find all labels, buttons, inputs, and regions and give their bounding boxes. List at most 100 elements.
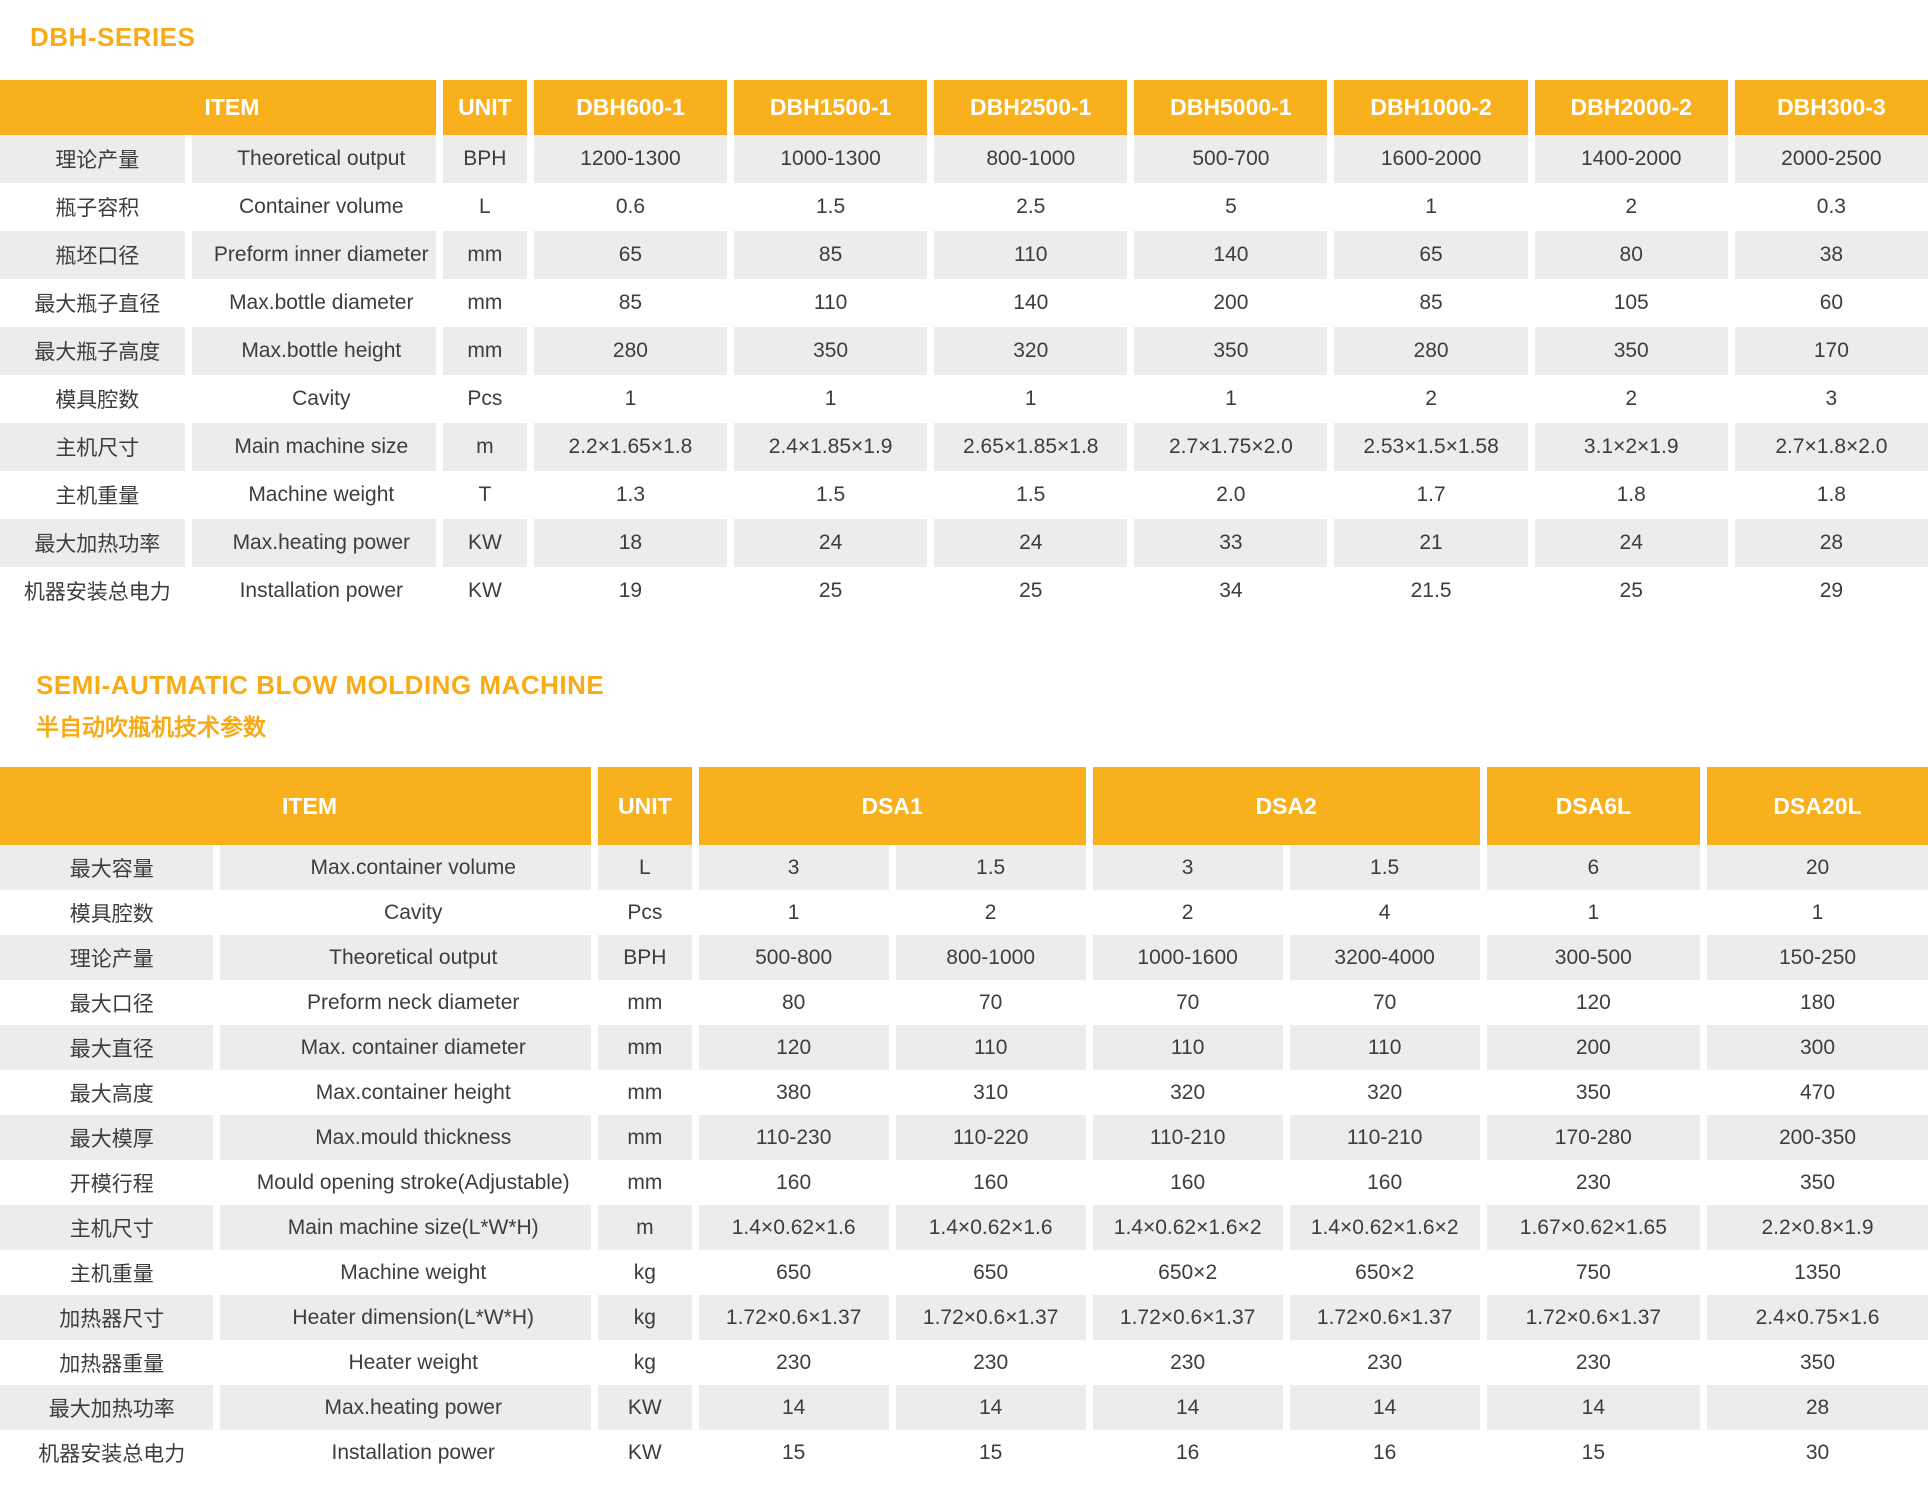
row-unit: kg — [598, 1250, 692, 1295]
row-unit: Pcs — [598, 890, 692, 935]
row-label-en: Max.mould thickness — [220, 1115, 592, 1160]
cell-value: 70 — [895, 980, 1086, 1025]
table-row: 最大高度 Max.container height mm 380 310 320 320 35… — [0, 1070, 1928, 1115]
semi-automatic-section: SEMI-AUTMATIC BLOW MOLDING MACHINE 半自动吹瓶… — [0, 670, 1928, 1475]
row-label-cn: 模具腔数 — [0, 890, 214, 935]
row-label-cn: 瓶坯口径 — [0, 231, 185, 279]
cell-value: 350 — [1134, 327, 1328, 375]
cell-value: 110 — [1092, 1025, 1283, 1070]
dbh-series-section: DBH-SERIES ITEM UNIT DBH600-1 DBH1500-1 DBH2… — [0, 22, 1928, 615]
cell-value: 230 — [1486, 1160, 1701, 1205]
cell-value: 28 — [1734, 519, 1928, 567]
cell-value: 1600-2000 — [1334, 135, 1528, 183]
header-row: ITEM UNIT DBH600-1 DBH1500-1 DBH2500-1 DBH500… — [0, 80, 1928, 135]
row-label-en: Max.bottle height — [191, 327, 436, 375]
row-label-cn: 理论产量 — [0, 935, 214, 980]
column-header-unit: UNIT — [598, 767, 692, 845]
table-row: 主机尺寸 Main machine size(L*W*H) m 1.4×0.62×1.… — [0, 1205, 1928, 1250]
cell-value: 1.4×0.62×1.6 — [698, 1205, 889, 1250]
cell-value: 1.5 — [895, 845, 1086, 890]
cell-value: 140 — [934, 279, 1128, 327]
row-unit: KW — [598, 1430, 692, 1475]
cell-value: 1400-2000 — [1534, 135, 1728, 183]
row-label-cn: 最大加热功率 — [0, 1385, 214, 1430]
row-unit: BPH — [598, 935, 692, 980]
table-row: 理论产量 Theoretical output BPH 1200-1300 1000-1… — [0, 135, 1928, 183]
row-label-cn: 主机尺寸 — [0, 1205, 214, 1250]
row-label-en: Max. container diameter — [220, 1025, 592, 1070]
row-label-cn: 主机重量 — [0, 1250, 214, 1295]
cell-value: 750 — [1486, 1250, 1701, 1295]
cell-value: 1.4×0.62×1.6 — [895, 1205, 1086, 1250]
column-header-model: DSA6L — [1486, 767, 1701, 845]
row-unit: kg — [598, 1340, 692, 1385]
cell-value: 170-280 — [1486, 1115, 1701, 1160]
table-row: 加热器重量 Heater weight kg 230 230 230 230 230 350 — [0, 1340, 1928, 1385]
row-label-en: Preform neck diameter — [220, 980, 592, 1025]
cell-value: 1.5 — [734, 471, 928, 519]
cell-value: 180 — [1707, 980, 1928, 1025]
cell-value: 2.2×0.8×1.9 — [1707, 1205, 1928, 1250]
table-row: 最大口径 Preform neck diameter mm 80 70 70 70 120 18… — [0, 980, 1928, 1025]
cell-value: 320 — [1289, 1070, 1480, 1115]
column-header-model: DSA20L — [1707, 767, 1928, 845]
table-row: 模具腔数 Cavity Pcs 1 2 2 4 1 1 — [0, 890, 1928, 935]
row-unit: L — [442, 183, 527, 231]
cell-value: 25 — [934, 567, 1128, 615]
cell-value: 1350 — [1707, 1250, 1928, 1295]
table-row: 最大瓶子直径 Max.bottle diameter mm 85 110 140 200 85… — [0, 279, 1928, 327]
cell-value: 1.5 — [934, 471, 1128, 519]
cell-value: 2000-2500 — [1734, 135, 1928, 183]
table-row: 瓶坯口径 Preform inner diameter mm 65 85 110 140 65… — [0, 231, 1928, 279]
column-header-item: ITEM — [0, 80, 436, 135]
row-unit: m — [442, 423, 527, 471]
cell-value: 320 — [934, 327, 1128, 375]
row-label-cn: 最大瓶子直径 — [0, 279, 185, 327]
cell-value: 16 — [1092, 1430, 1283, 1475]
table-row: 开模行程 Mould opening stroke(Adjustable) mm 16… — [0, 1160, 1928, 1205]
cell-value: 14 — [1486, 1385, 1701, 1430]
row-label-en: Installation power — [191, 567, 436, 615]
row-label-en: Max.container height — [220, 1070, 592, 1115]
row-unit: mm — [442, 279, 527, 327]
table2-subtitle: 半自动吹瓶机技术参数 — [36, 714, 266, 740]
row-label-en: Max.heating power — [191, 519, 436, 567]
row-label-en: Cavity — [220, 890, 592, 935]
table-row: 主机重量 Machine weight T 1.3 1.5 1.5 2.0 1.7 1.8 1.8 — [0, 471, 1928, 519]
column-header-item: ITEM — [0, 767, 592, 845]
column-header-model: DBH1000-2 — [1334, 80, 1528, 135]
row-unit: mm — [598, 1025, 692, 1070]
cell-value: 2.5 — [934, 183, 1128, 231]
cell-value: 80 — [698, 980, 889, 1025]
row-unit: m — [598, 1205, 692, 1250]
table1-title: DBH-SERIES — [30, 22, 196, 52]
cell-value: 1200-1300 — [533, 135, 728, 183]
cell-value: 70 — [1092, 980, 1283, 1025]
cell-value: 500-800 — [698, 935, 889, 980]
cell-value: 1 — [1707, 890, 1928, 935]
cell-value: 2.7×1.8×2.0 — [1734, 423, 1928, 471]
cell-value: 170 — [1734, 327, 1928, 375]
cell-value: 230 — [1289, 1340, 1480, 1385]
cell-value: 120 — [698, 1025, 889, 1070]
row-label-cn: 瓶子容积 — [0, 183, 185, 231]
row-label-en: Machine weight — [191, 471, 436, 519]
cell-value: 24 — [734, 519, 928, 567]
cell-value: 0.3 — [1734, 183, 1928, 231]
cell-value: 2.53×1.5×1.58 — [1334, 423, 1528, 471]
row-label-en: Preform inner diameter — [191, 231, 436, 279]
row-unit: kg — [598, 1295, 692, 1340]
row-label-en: Max.heating power — [220, 1385, 592, 1430]
cell-value: 2.4×1.85×1.9 — [734, 423, 928, 471]
row-label-cn: 理论产量 — [0, 135, 185, 183]
cell-value: 34 — [1134, 567, 1328, 615]
cell-value: 120 — [1486, 980, 1701, 1025]
cell-value: 110-220 — [895, 1115, 1086, 1160]
row-label-en: Installation power — [220, 1430, 592, 1475]
cell-value: 1.72×0.6×1.37 — [1289, 1295, 1480, 1340]
cell-value: 320 — [1092, 1070, 1283, 1115]
cell-value: 470 — [1707, 1070, 1928, 1115]
header-row: ITEM UNIT DSA1 DSA2 DSA6L DSA20L — [0, 767, 1928, 845]
cell-value: 2 — [1092, 890, 1283, 935]
row-label-en: Heater dimension(L*W*H) — [220, 1295, 592, 1340]
